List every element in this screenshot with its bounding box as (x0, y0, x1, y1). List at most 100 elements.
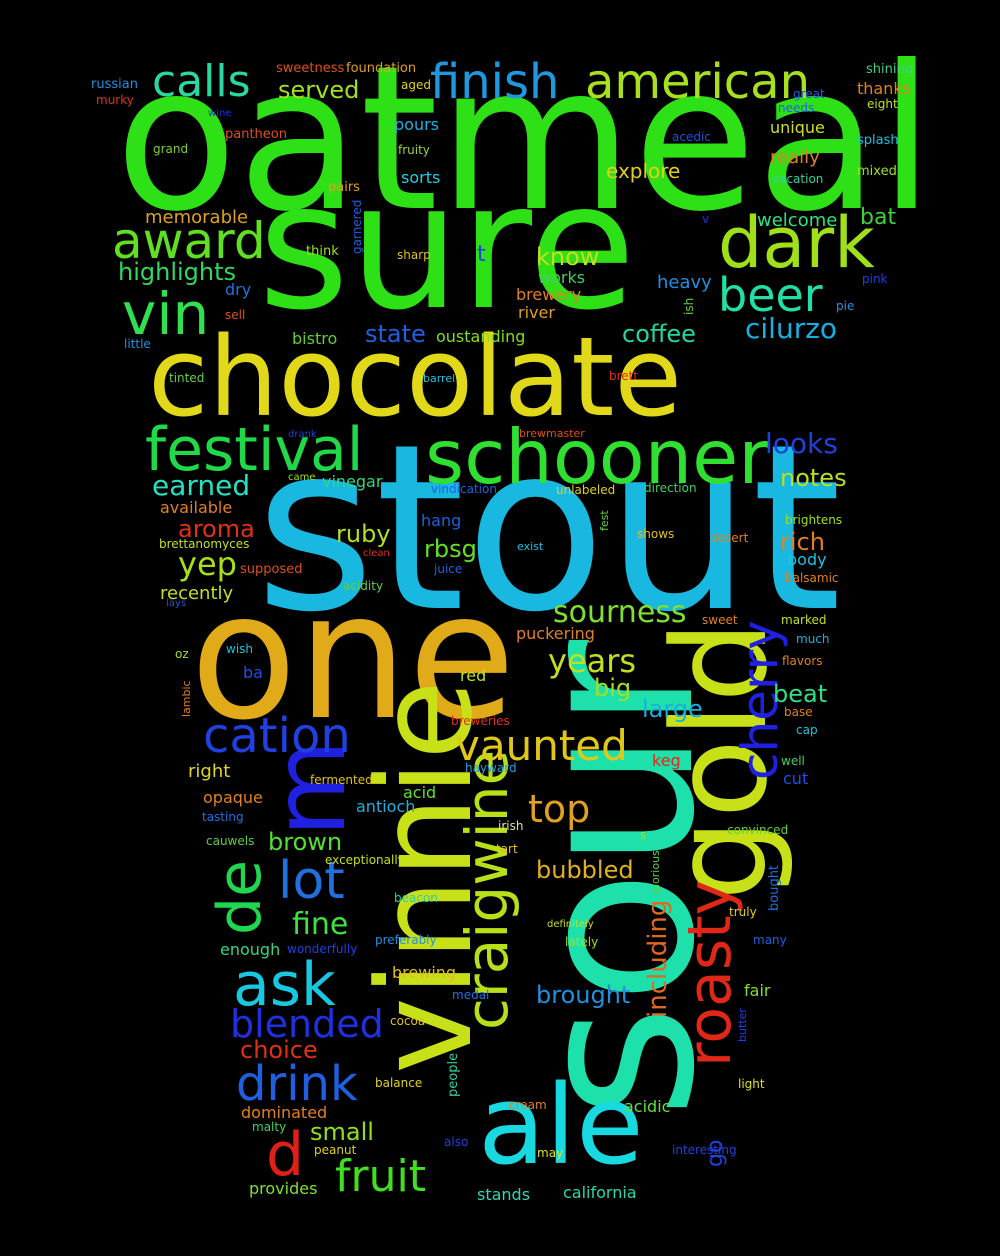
word-foundation: foundation (346, 61, 417, 76)
word-sorts: sorts (401, 168, 441, 187)
word-cream: cream (509, 1098, 547, 1112)
word-wish: wish (226, 642, 254, 656)
word-hang: hang (421, 511, 462, 530)
word-acid: acid (403, 783, 437, 802)
word-explore: explore (606, 159, 681, 183)
word-unique: unique (770, 118, 825, 137)
word-truly: truly (729, 905, 757, 919)
word-preferably: preferably (375, 933, 437, 947)
word-vacation: vacation (772, 172, 824, 186)
word-grand: grand (153, 142, 189, 156)
word-provides: provides (249, 1179, 318, 1198)
word-vaunted: vaunted (455, 721, 628, 770)
word-notes: notes (780, 464, 847, 492)
word-state: state (365, 320, 426, 348)
word-direction: direction (644, 481, 697, 495)
word-fest: fest (598, 510, 611, 531)
word-v: v (702, 212, 710, 226)
word-dominated: dominated (241, 1103, 328, 1122)
word-tart: tart (496, 842, 518, 856)
word-pie: pie (836, 299, 855, 313)
word-peanut: peanut (314, 1143, 357, 1157)
word-fair: fair (744, 981, 771, 1000)
word-beacon: beacon (394, 891, 438, 905)
word-definitely: definitely (547, 919, 594, 930)
word-puckering: puckering (516, 624, 595, 643)
word-convinced: convinced (727, 823, 789, 837)
word-may: may (537, 1146, 564, 1160)
word-light: light (738, 1077, 765, 1091)
word-bubbled: bubbled (536, 856, 634, 884)
word-heavy: heavy (657, 272, 712, 293)
word-splash: splash (857, 133, 899, 148)
word-dry: dry (225, 280, 252, 299)
word-drank: drank (288, 429, 317, 440)
word-brightens: brightens (785, 513, 843, 527)
word-cocoa: cocoa (390, 1014, 426, 1028)
word-sourness: sourness (553, 595, 687, 630)
word-award: award (112, 212, 266, 270)
word-sharp: sharp (397, 248, 431, 262)
word-medal: medal (452, 988, 490, 1002)
word-needs: needs (778, 101, 815, 115)
word-lately: lately (565, 935, 599, 949)
word-hayward: hayward (465, 761, 517, 775)
word-highlights: highlights (118, 258, 237, 286)
word-american: american (585, 54, 810, 110)
word-butter: butter (736, 1008, 749, 1042)
word-irish: irish (498, 819, 524, 833)
word-brewmaster: brewmaster (519, 427, 585, 440)
word-t: t (477, 242, 486, 267)
word-bat: bat (860, 205, 897, 230)
word-works: works (538, 268, 586, 287)
word-vin: vin (122, 280, 210, 348)
word-really: really (770, 147, 820, 168)
word-tasting: tasting (202, 810, 244, 824)
word-juice: juice (434, 562, 463, 576)
word-pairs: pairs (328, 180, 360, 195)
word-cap: cap (796, 723, 818, 737)
word-exceptionally: exceptionally (325, 853, 405, 867)
word-unlabeled: unlabeled (556, 483, 616, 497)
word-came: came (288, 472, 316, 483)
word-ask: ask (233, 950, 336, 1020)
word-fermented: fermented (310, 773, 373, 787)
word-large: large (642, 695, 703, 723)
word-also: also (444, 1135, 469, 1149)
word-de: de (205, 860, 275, 935)
word-oustanding: oustanding (436, 327, 526, 346)
word-wine: wine (208, 108, 232, 119)
word-bought: bought (767, 864, 782, 911)
word-top: top (528, 787, 591, 831)
word-finish: finish (430, 54, 560, 110)
word-right: right (188, 761, 231, 782)
word-brewery: brewery (516, 285, 582, 304)
word-great: great (793, 87, 825, 101)
word-breweries: breweries (451, 714, 510, 728)
word-body: body (787, 550, 827, 569)
word-thanks: thanks (857, 79, 911, 98)
word-pours: pours (394, 115, 439, 134)
word-river: river (518, 303, 555, 322)
word-balance: balance (375, 1076, 423, 1090)
word-beat: beat (773, 680, 828, 708)
word-people: people (446, 1052, 461, 1097)
word-ish: ish (682, 297, 696, 315)
word-fine: fine (292, 907, 349, 942)
word-small: small (310, 1118, 374, 1146)
word-desert: desert (710, 531, 749, 545)
word-fruity: fruity (398, 143, 430, 157)
word-yep: yep (178, 545, 237, 583)
word-sweetness: sweetness (276, 61, 345, 76)
word-beer: beer (718, 268, 823, 322)
word-sweet: sweet (702, 613, 738, 627)
word-rbsg: rbsg (424, 535, 477, 563)
word-aged: aged (401, 78, 431, 92)
word-flavors: flavors (782, 654, 823, 668)
word-lot: lot (278, 851, 345, 911)
word-balsamic: balsamic (785, 571, 839, 585)
word-cut: cut (783, 769, 809, 788)
word-drink: drink (236, 1056, 358, 1112)
word-big: big (594, 674, 632, 702)
